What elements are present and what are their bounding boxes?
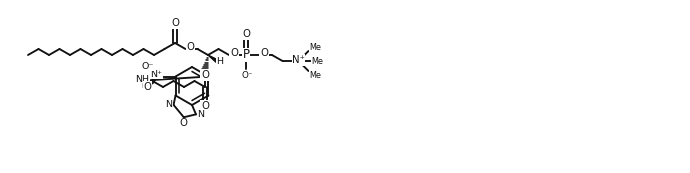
Text: O: O	[260, 48, 268, 58]
Text: P: P	[242, 48, 250, 61]
Text: H: H	[141, 83, 146, 89]
Text: N⁺: N⁺	[150, 70, 163, 79]
Text: Me: Me	[312, 57, 324, 66]
Text: N: N	[165, 100, 172, 109]
Text: O⁻: O⁻	[141, 62, 154, 71]
Text: NH: NH	[135, 75, 150, 84]
Polygon shape	[208, 55, 218, 64]
Text: H: H	[217, 57, 224, 66]
Text: O⁻: O⁻	[241, 71, 253, 80]
Text: O: O	[201, 70, 209, 80]
Text: Me: Me	[310, 43, 322, 52]
Text: O: O	[230, 48, 238, 58]
Text: N: N	[197, 110, 204, 119]
Text: O: O	[171, 18, 179, 28]
Text: O: O	[201, 101, 209, 111]
Text: O: O	[180, 118, 188, 128]
Text: O: O	[242, 29, 250, 39]
Text: O: O	[144, 81, 152, 92]
Text: O: O	[186, 42, 195, 52]
Text: Me: Me	[310, 71, 322, 80]
Text: N⁺: N⁺	[292, 55, 305, 65]
